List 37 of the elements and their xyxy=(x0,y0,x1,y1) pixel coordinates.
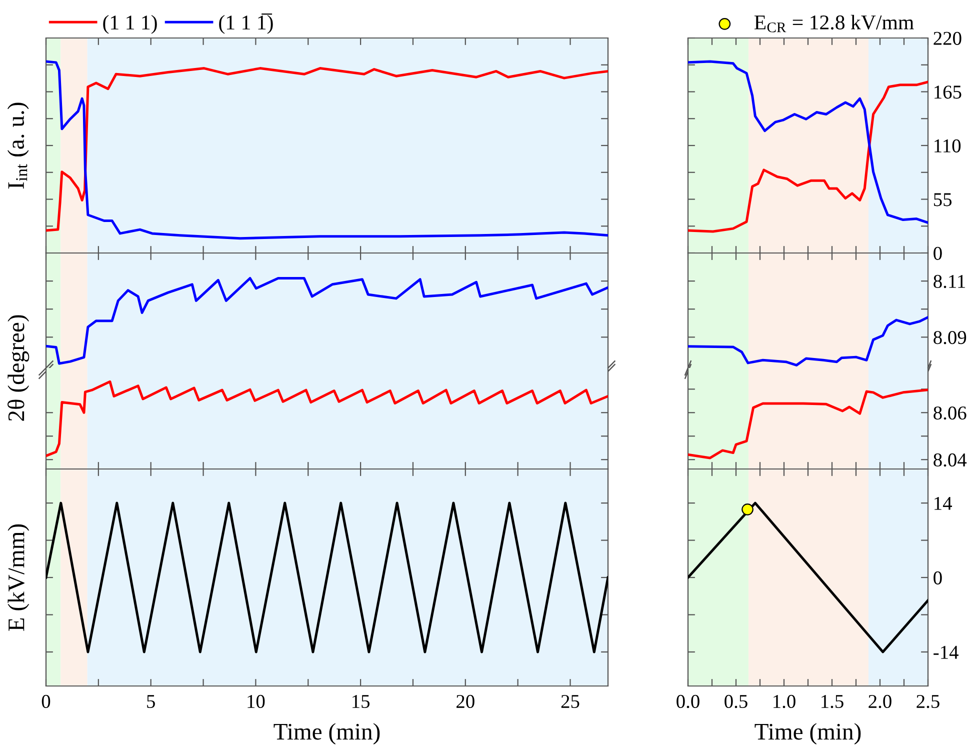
y-tick-label: 165 xyxy=(934,86,962,99)
y-tick-label: 8.06 xyxy=(934,406,966,420)
legend-label: E$_{CR}$ = 12.8 kV/mm xyxy=(754,14,914,32)
x-tick-label: 10 xyxy=(248,694,265,708)
y-tick-label: 220 xyxy=(934,32,962,45)
y-tick-label: 0 xyxy=(934,571,942,584)
x-tick-label: 0.5 xyxy=(724,694,748,708)
x-tick-label: 2.5 xyxy=(916,694,940,708)
y-tick-label: 55 xyxy=(934,193,952,206)
x-tick-label: 1.5 xyxy=(822,694,844,708)
x-tick-label: 25 xyxy=(561,694,580,708)
y-tick-label: 0 xyxy=(934,246,942,260)
line-series xyxy=(688,316,928,366)
x-tick-label: 0.0 xyxy=(676,694,700,708)
y-tick-label: 8.04 xyxy=(934,453,967,467)
y-axis-title: 2θ (degree) xyxy=(8,315,30,421)
y-tick-label: -14 xyxy=(934,646,958,659)
x-tick-label: 1.0 xyxy=(774,694,796,708)
line-series xyxy=(688,80,928,233)
legend-label: (1 1 1̅) xyxy=(219,14,273,34)
y-axis-title: E (kV/mm) xyxy=(8,524,30,631)
x-tick-label: 15 xyxy=(352,694,370,708)
x-tick-label: 20 xyxy=(456,694,474,708)
x-tick-label: 2.0 xyxy=(868,694,892,708)
x-tick-label: 5 xyxy=(147,695,155,708)
y-tick-label: 8.11 xyxy=(934,274,965,288)
line-series xyxy=(688,502,928,654)
x-tick-label: 0 xyxy=(42,694,50,708)
y-tick-label: 8.09 xyxy=(934,330,966,344)
y-axis-title: I$_{int}$ (a. u.) xyxy=(7,102,29,189)
x-axis-title: Time (min) xyxy=(754,723,861,744)
line-series xyxy=(688,60,928,224)
y-tick-label: 14 xyxy=(934,496,952,510)
line-series xyxy=(688,388,928,460)
legend-label: (1 1 1) xyxy=(103,14,157,34)
x-axis-title: Time (min) xyxy=(274,723,380,744)
y-tick-label: 110 xyxy=(934,139,961,152)
